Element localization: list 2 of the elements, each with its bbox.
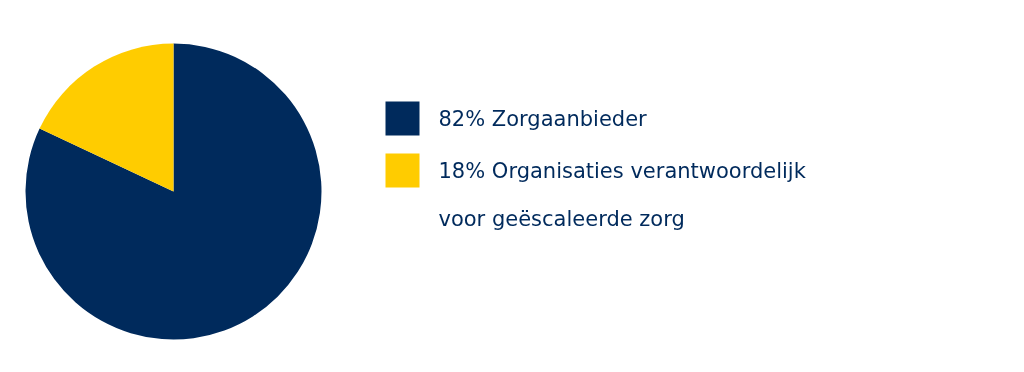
legend-label: 18% Organisaties verantwoordelijk voor geëscaleerde zorg (438, 158, 807, 231)
legend-label: 82% Zorgaanbieder (438, 106, 648, 131)
